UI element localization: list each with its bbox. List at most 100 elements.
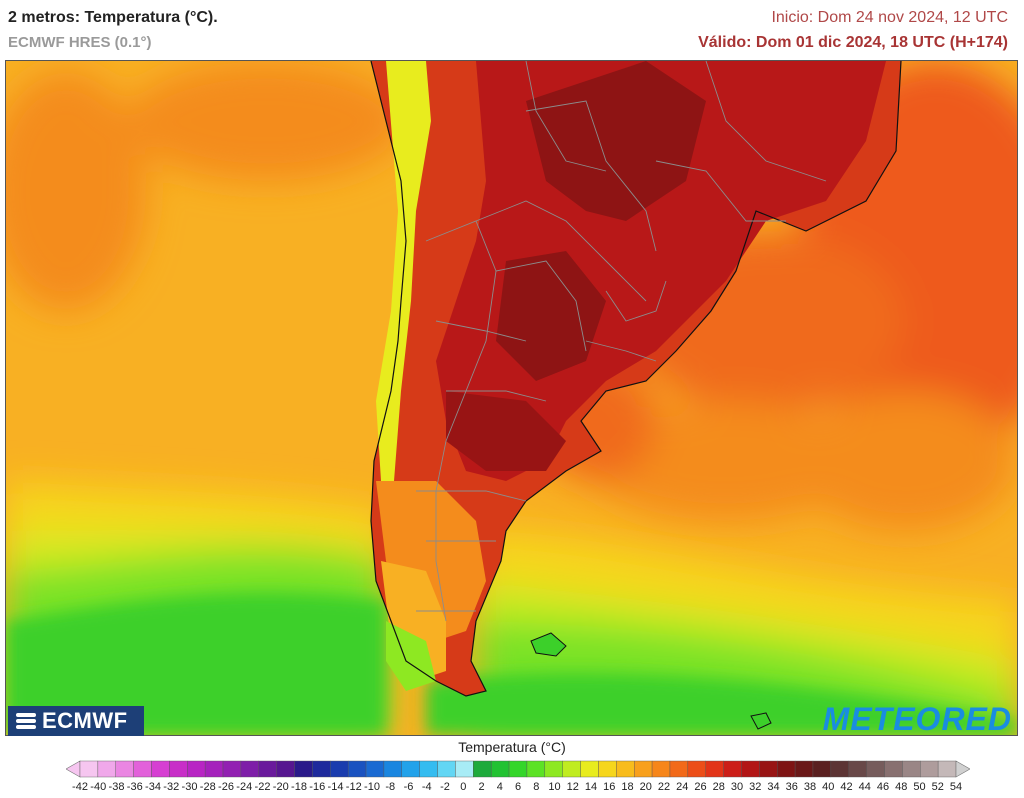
colorbar-swatch (347, 760, 367, 778)
legend-title: Temperatura (°C) (458, 739, 566, 755)
colorbar-swatch (490, 760, 510, 778)
colorbar-swatch (848, 760, 867, 778)
colorbar-tick-label: -6 (403, 781, 414, 793)
coastline (370, 61, 902, 697)
colorbar-tick-label: -24 (236, 781, 253, 793)
colorbar-tick-label: 46 (876, 781, 890, 793)
colorbar-swatch (866, 760, 885, 778)
colorbar-tick-label: 10 (548, 781, 561, 793)
colorbar-tick-label: -18 (291, 781, 307, 793)
colorbar-tick-label: 48 (895, 781, 908, 793)
colorbar-swatch (794, 760, 814, 778)
colorbar-swatch (294, 760, 313, 778)
colorbar-tick-label: -20 (272, 781, 289, 793)
colorbar-swatch (723, 760, 742, 778)
colorbar-swatch (741, 760, 760, 778)
colorbar-tick-label: -36 (126, 781, 143, 793)
colorbar-swatch (240, 760, 259, 778)
ocean-green-south (6, 592, 1017, 735)
colorbar-tick-label: 14 (584, 781, 598, 793)
colorbar-tick-label: 18 (621, 781, 634, 793)
colorbar-swatch (777, 760, 796, 778)
colorbar-swatch (920, 760, 939, 778)
colorbar-swatch (687, 760, 706, 778)
colorbar-swatch (616, 760, 635, 778)
meteored-logo: METEORED (822, 700, 1012, 737)
colorbar-swatch (187, 760, 206, 778)
colorbar-tick-label: -40 (90, 781, 107, 793)
colorbar-swatch (455, 760, 474, 778)
colorbar-tick-label: 40 (822, 781, 835, 793)
colorbar-swatch (97, 760, 116, 778)
colorbar-tick-label: -30 (181, 781, 198, 793)
colorbar-tick-label: 4 (496, 781, 503, 793)
colorbar-tick-label: 50 (913, 781, 926, 793)
colorbar-tick-label: 24 (676, 781, 689, 793)
colorbar-tick-label: -4 (421, 781, 432, 793)
colorbar-tick-label: 34 (767, 781, 780, 793)
colorbar (66, 760, 970, 778)
colorbar-swatch (669, 760, 689, 778)
colorbar-tick-label: 32 (749, 781, 762, 793)
colorbar-tick-label: -10 (364, 781, 380, 793)
colorbar-tick-label: 2 (478, 781, 485, 793)
colorbar-tick-label: 8 (533, 781, 540, 793)
colorbar-swatch (133, 760, 152, 778)
colorbar-swatch (580, 760, 599, 778)
colorbar-swatch (401, 760, 420, 778)
colorbar-swatch (812, 760, 832, 778)
colorbar-swatch (598, 760, 617, 778)
colorbar-tick-label: 30 (730, 781, 744, 793)
colorbar-tick-label: 26 (694, 781, 707, 793)
colorbar-tick-label: -38 (108, 781, 125, 793)
colorbar-tick-label: -14 (327, 781, 344, 793)
colorbar-swatch (562, 760, 581, 778)
init-time: Inicio: Dom 24 nov 2024, 12 UTC (771, 9, 1008, 26)
colorbar-tick-label: 12 (566, 781, 579, 793)
colorbar-swatch (151, 760, 170, 778)
colorbar-swatch (365, 760, 385, 778)
colorbar-tick-label: 44 (858, 781, 871, 793)
colorbar-max-arrow (955, 760, 970, 778)
colorbar-swatch (526, 760, 546, 778)
map-canvas (6, 61, 1017, 735)
colorbar-swatch (937, 760, 957, 778)
colorbar-swatch (473, 760, 492, 778)
colorbar-swatch (222, 760, 242, 778)
colorbar-tick-label: 6 (514, 781, 522, 793)
map-title: 2 metros: Temperatura (°C). (8, 9, 218, 26)
colorbar-swatch (419, 760, 438, 778)
colorbar-min-arrow (66, 760, 81, 778)
colorbar-tick-label: 36 (785, 781, 798, 793)
colorbar-ticks: -42 -40 -38 -36 -34 -32 -30 -28 -26 -24 -22 -20 -18-… (0, 781, 1024, 797)
colorbar-swatch (115, 760, 134, 778)
colorbar-tick-label: -34 (145, 781, 161, 793)
colorbar-swatch (705, 760, 724, 778)
colorbar-tick-label: -22 (254, 781, 271, 793)
colorbar-swatch (508, 760, 528, 778)
temperature-map[interactable] (5, 60, 1018, 736)
political-borders (416, 61, 827, 622)
colorbar-swatch (651, 760, 671, 778)
colorbar-tick-label: 52 (931, 781, 944, 793)
colorbar-tick-label: 20 (639, 781, 652, 793)
colorbar-tick-label: -42 (72, 781, 88, 793)
colorbar-tick-label: 22 (657, 781, 671, 793)
colorbar-swatch (169, 760, 188, 778)
colorbar-tick-label: 38 (803, 781, 817, 793)
colorbar-swatch (830, 760, 849, 778)
model-name: ECMWF HRES (0.1°) (8, 34, 152, 51)
ecmwf-mark-icon (14, 711, 38, 731)
ecmwf-logo-text: ECMWF (42, 708, 128, 733)
colorbar-tick-label: -26 (218, 781, 234, 793)
colorbar-swatch (437, 760, 456, 778)
header: 2 metros: Temperatura (°C). ECMWF HRES (… (0, 0, 1024, 58)
colorbar-swatch (383, 760, 402, 778)
colorbar-swatch (330, 760, 349, 778)
colorbar-swatch (258, 760, 277, 778)
colorbar-tick-label: -12 (345, 781, 362, 793)
ecmwf-logo: ECMWF (8, 706, 144, 736)
colorbar-tick-label: 54 (949, 781, 963, 793)
colorbar-swatch (204, 760, 224, 778)
colorbar-swatch (544, 760, 563, 778)
